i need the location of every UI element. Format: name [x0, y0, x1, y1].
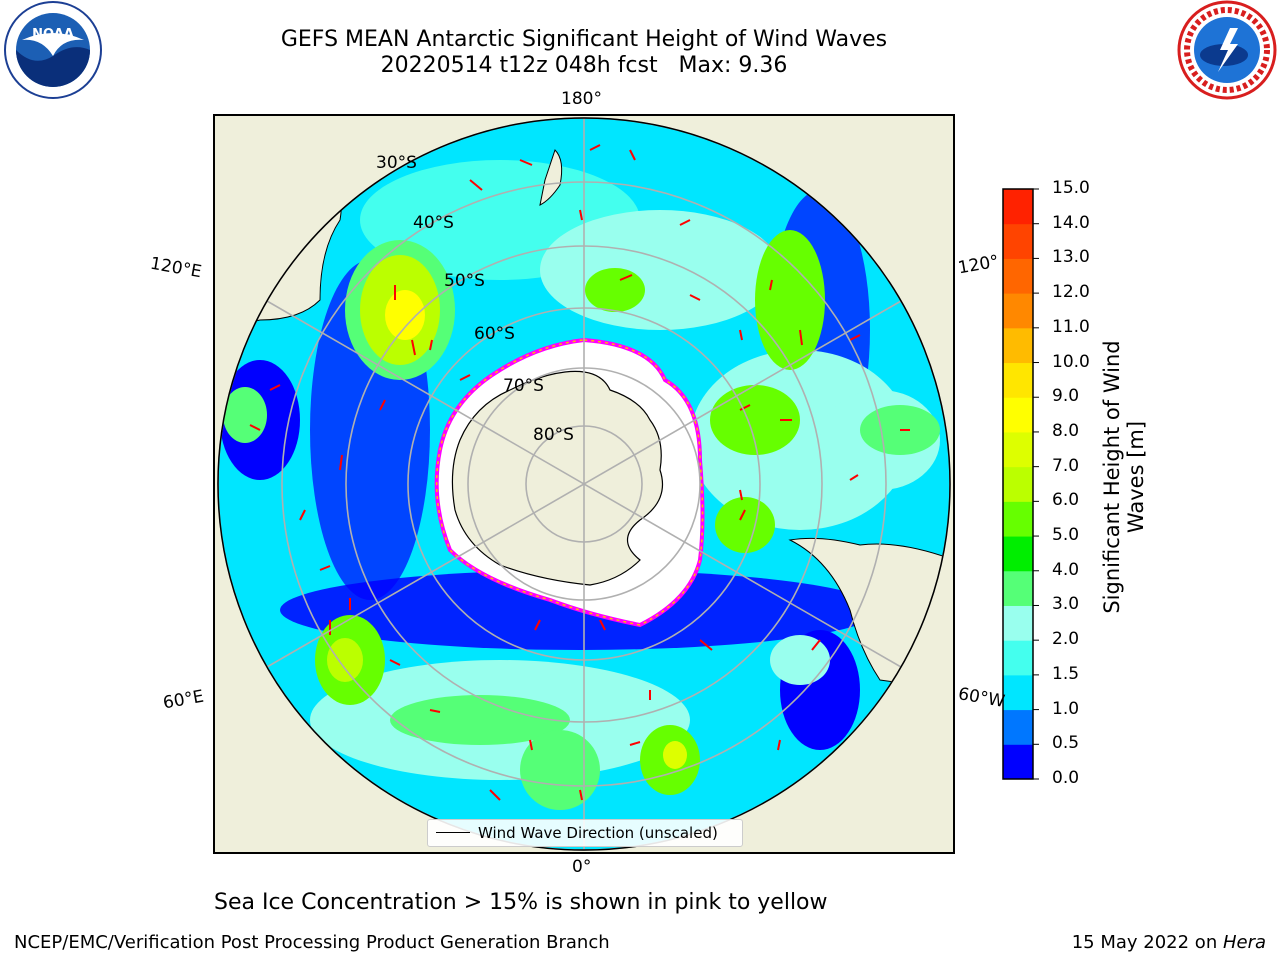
colorbar-tick-label: 8.0 [1052, 420, 1080, 441]
colorbar-tick-label: 14.0 [1052, 212, 1090, 233]
noaa-logo-icon: NOAA [4, 1, 102, 99]
colorbar-tick-label: 2.0 [1052, 629, 1080, 650]
map-title: GEFS MEAN Antarctic Significant Height o… [280, 27, 888, 52]
colorbar-tick-label: 0.5 [1052, 733, 1080, 754]
lat-label-50s: 50°S [444, 271, 485, 291]
colorbar-bin [1003, 431, 1033, 468]
colorbar-bin [1003, 362, 1033, 398]
colorbar-tick-label: 5.0 [1052, 525, 1080, 546]
colorbar-tick-label: 3.0 [1052, 594, 1080, 615]
colorbar-tick-label: 1.5 [1052, 663, 1080, 684]
colorbar-bin [1003, 674, 1033, 711]
colorbar-bin [1003, 293, 1033, 329]
colorbar-bin [1003, 327, 1033, 364]
lon-label-180: 180° [561, 89, 602, 109]
sea-ice-caption: Sea Ice Concentration > 15% is shown in … [214, 890, 828, 915]
footer-credit: NCEP/EMC/Verification Post Processing Pr… [14, 932, 610, 953]
colorbar-bin [1003, 397, 1033, 433]
lat-label-40s: 40°S [413, 213, 454, 233]
colorbar-tick-label: 9.0 [1052, 386, 1080, 407]
colorbar-bin [1003, 536, 1033, 572]
colorbar-bin [1003, 501, 1033, 537]
colorbar-bin [1003, 258, 1033, 294]
lat-label-70s: 70°S [503, 376, 544, 396]
lat-label-80s: 80°S [533, 425, 574, 445]
lat-label-30s: 30°S [376, 153, 417, 173]
map-frame [213, 114, 955, 854]
colorbar-tick-label: 0.0 [1052, 768, 1080, 788]
footer-host: Hera [1222, 932, 1266, 953]
svg-text:NOAA: NOAA [32, 27, 74, 42]
footer-date: 15 May 2022 on Hera [1072, 932, 1266, 953]
antarctica-land [451, 370, 664, 586]
colorbar-tick-label: 15.0 [1052, 178, 1090, 198]
lon-label-0: 0° [572, 857, 592, 877]
wind-wave-arrows [249, 144, 910, 801]
lat-label-60s: 60°S [474, 324, 515, 344]
colorbar-bin [1003, 189, 1033, 225]
colorbar-title: Significant Height of Wind Waves [m] [1100, 340, 1148, 614]
map-legend: Wind Wave Direction (unscaled) [427, 819, 743, 847]
map-subtitle: 20220514 t12z 048h fcst Max: 9.36 [380, 53, 788, 78]
legend-line [436, 832, 470, 833]
colorbar-tick-label: 13.0 [1052, 247, 1090, 268]
nws-logo-icon [1177, 0, 1277, 100]
footer-date-text: 15 May 2022 on [1071, 932, 1223, 953]
colorbar-bin [1003, 709, 1033, 745]
colorbar-tick-label: 1.0 [1052, 698, 1080, 719]
colorbar-bin [1003, 570, 1033, 606]
colorbar-tick-label: 12.0 [1052, 282, 1090, 303]
colorbar-bin [1003, 640, 1033, 676]
colorbar-tick-label: 11.0 [1052, 316, 1090, 337]
colorbar-bin [1003, 605, 1033, 641]
colorbar-bin [1003, 223, 1033, 259]
colorbar-tick-label: 7.0 [1052, 455, 1080, 476]
colorbar-bin [1003, 466, 1033, 502]
colorbar-tick-label: 4.0 [1052, 559, 1080, 580]
legend-label: Wind Wave Direction (unscaled) [478, 824, 718, 842]
colorbar-tick-label: 6.0 [1052, 490, 1080, 511]
colorbar-tick-label: 10.0 [1052, 351, 1090, 372]
colorbar [1002, 188, 1039, 780]
colorbar-bin [1003, 744, 1033, 780]
